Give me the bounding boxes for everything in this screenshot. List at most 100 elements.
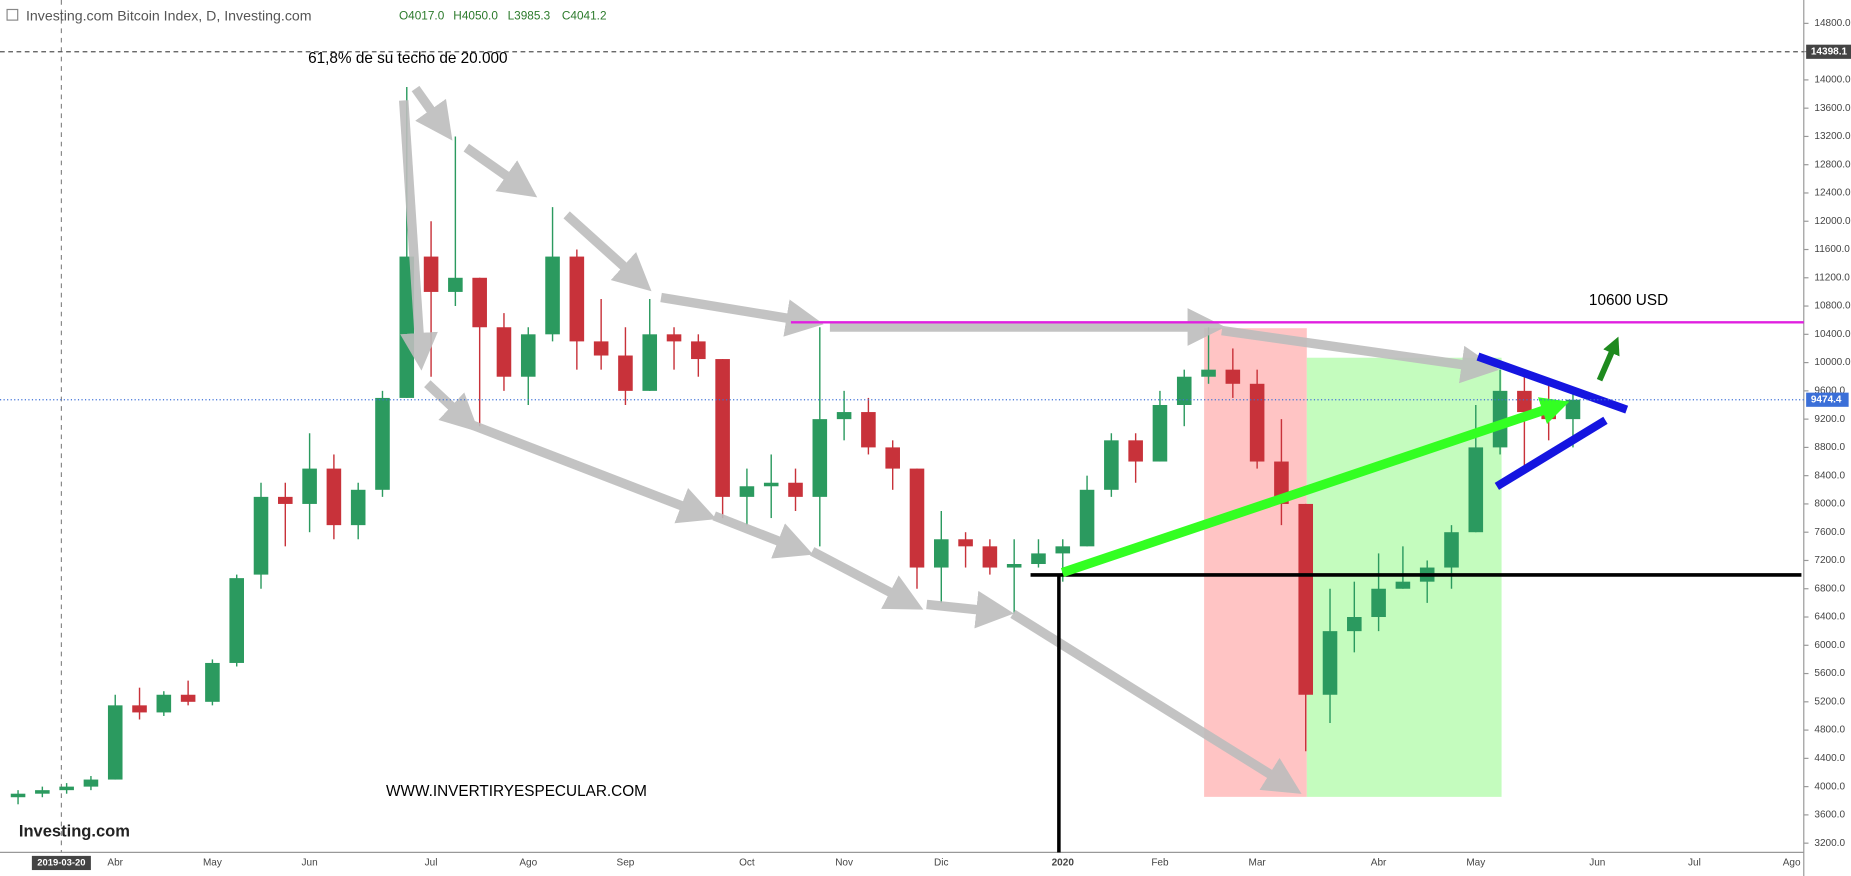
- y-tick-label: 5200.0: [1814, 696, 1845, 707]
- candle-body: [958, 539, 973, 547]
- candle-body: [1371, 588, 1386, 618]
- x-tick-label: Mar: [1249, 858, 1267, 869]
- y-tick-label: 13600.0: [1814, 103, 1851, 114]
- y-tick-label: 7200.0: [1814, 555, 1845, 566]
- y-tick-label: 9600.0: [1814, 386, 1845, 397]
- candle-body: [205, 662, 220, 702]
- y-tick-label: 8000.0: [1814, 499, 1845, 510]
- candle-body: [520, 334, 536, 377]
- candle-body: [1031, 553, 1046, 565]
- candle-body: [909, 468, 925, 568]
- y-tick-label: 10000.0: [1814, 357, 1851, 368]
- candle-body: [1444, 532, 1459, 568]
- candle-body: [83, 779, 99, 787]
- candle-body: [1395, 581, 1411, 589]
- candle-body: [1347, 617, 1362, 632]
- candle-body: [642, 334, 658, 391]
- y-tick-label: 5600.0: [1814, 668, 1845, 679]
- candle-body: [1249, 383, 1265, 462]
- candle-body: [59, 786, 74, 791]
- x-tick-label: Jun: [1589, 858, 1605, 869]
- candle-body: [933, 539, 949, 568]
- y-tick-label: 4000.0: [1814, 781, 1845, 792]
- y-tick-label: 6000.0: [1814, 640, 1845, 651]
- candle-body: [35, 790, 50, 794]
- candle-body: [1201, 369, 1216, 377]
- candle-body: [1298, 503, 1314, 695]
- y-tick-label: 6400.0: [1814, 612, 1845, 623]
- candle-body: [229, 578, 244, 663]
- y-tick-label: 14800.0: [1814, 18, 1851, 29]
- crosshair-label: 2019-03-20: [37, 857, 85, 868]
- candle-body: [982, 546, 998, 568]
- candle-body: [423, 256, 439, 292]
- y-tick-label: 8800.0: [1814, 442, 1845, 453]
- y-tick-label: 8400.0: [1814, 470, 1845, 481]
- candle-body: [375, 397, 390, 490]
- x-tick-label: Abr: [1371, 858, 1387, 869]
- candle-body: [302, 468, 317, 504]
- collapse-icon[interactable]: [6, 8, 19, 21]
- candle-body: [1565, 399, 1581, 420]
- x-tick-label: 2020: [1052, 858, 1075, 869]
- candle-body: [278, 496, 293, 504]
- candle-body: [593, 341, 609, 356]
- x-tick-label: Oct: [739, 858, 755, 869]
- annotation: WWW.INVERTIRYESPECULAR.COM: [386, 783, 647, 800]
- candle-body: [107, 705, 123, 780]
- x-tick-label: Dic: [934, 858, 948, 869]
- last-price-label: 9474.4: [1811, 394, 1842, 405]
- x-tick-label: Jul: [1688, 858, 1701, 869]
- candle-body: [1322, 631, 1338, 695]
- candle-body: [496, 327, 512, 377]
- candle-body: [1225, 369, 1241, 384]
- candle-body: [326, 468, 342, 526]
- triangle-top: [1476, 352, 1629, 414]
- x-tick-label: Jun: [302, 858, 318, 869]
- candle-body: [132, 705, 147, 713]
- annotation: 10600 USD: [1589, 292, 1668, 309]
- candle-body: [253, 496, 269, 575]
- candle-body: [1492, 390, 1508, 448]
- y-tick-label: 12000.0: [1814, 216, 1851, 227]
- candle-body: [545, 256, 560, 335]
- y-tick-label: 11600.0: [1814, 244, 1850, 255]
- x-tick-label: Abr: [107, 858, 123, 869]
- breakout-arrow: [1596, 336, 1620, 382]
- x-tick-label: Ago: [519, 858, 537, 869]
- candle-body: [763, 482, 779, 487]
- candles: [10, 86, 1581, 805]
- y-tick-label: 12400.0: [1814, 188, 1851, 199]
- candle-body: [788, 482, 803, 497]
- candle-body: [569, 256, 585, 342]
- y-tick-label: 7600.0: [1814, 527, 1845, 538]
- candle-body: [1517, 390, 1532, 413]
- y-tick-label: 13200.0: [1814, 131, 1851, 142]
- candle-body: [1128, 440, 1143, 462]
- x-tick-label: Jul: [425, 858, 438, 869]
- ohlc-close: C4041.2: [562, 9, 607, 23]
- annotation: 61,8% de su techo de 20.000: [308, 50, 507, 67]
- x-tick-label: May: [1466, 858, 1485, 869]
- candle-body: [1468, 447, 1484, 533]
- candle-body: [180, 694, 196, 702]
- green-zone: [1306, 357, 1502, 797]
- high-label: 14398.1: [1811, 46, 1848, 57]
- y-tick-label: 6800.0: [1814, 583, 1845, 594]
- crosshair-box: [31, 855, 91, 871]
- candle-body: [861, 412, 876, 448]
- y-tick-label: 3600.0: [1814, 810, 1845, 821]
- ohlc-open: O4017.0: [399, 9, 445, 23]
- logo: Investing.com: [19, 822, 130, 841]
- candle-body: [691, 341, 706, 360]
- candle-body: [1176, 376, 1192, 405]
- candle-body: [10, 793, 26, 798]
- y-tick-label: 12800.0: [1814, 159, 1851, 170]
- candle-body: [715, 359, 730, 497]
- triangle-bottom: [1494, 416, 1608, 490]
- header-title: Investing.com Bitcoin Index, D, Investin…: [26, 8, 312, 24]
- candle-body: [1104, 440, 1119, 490]
- y-tick-label: 4400.0: [1814, 753, 1845, 764]
- last-price-box: [1806, 392, 1849, 407]
